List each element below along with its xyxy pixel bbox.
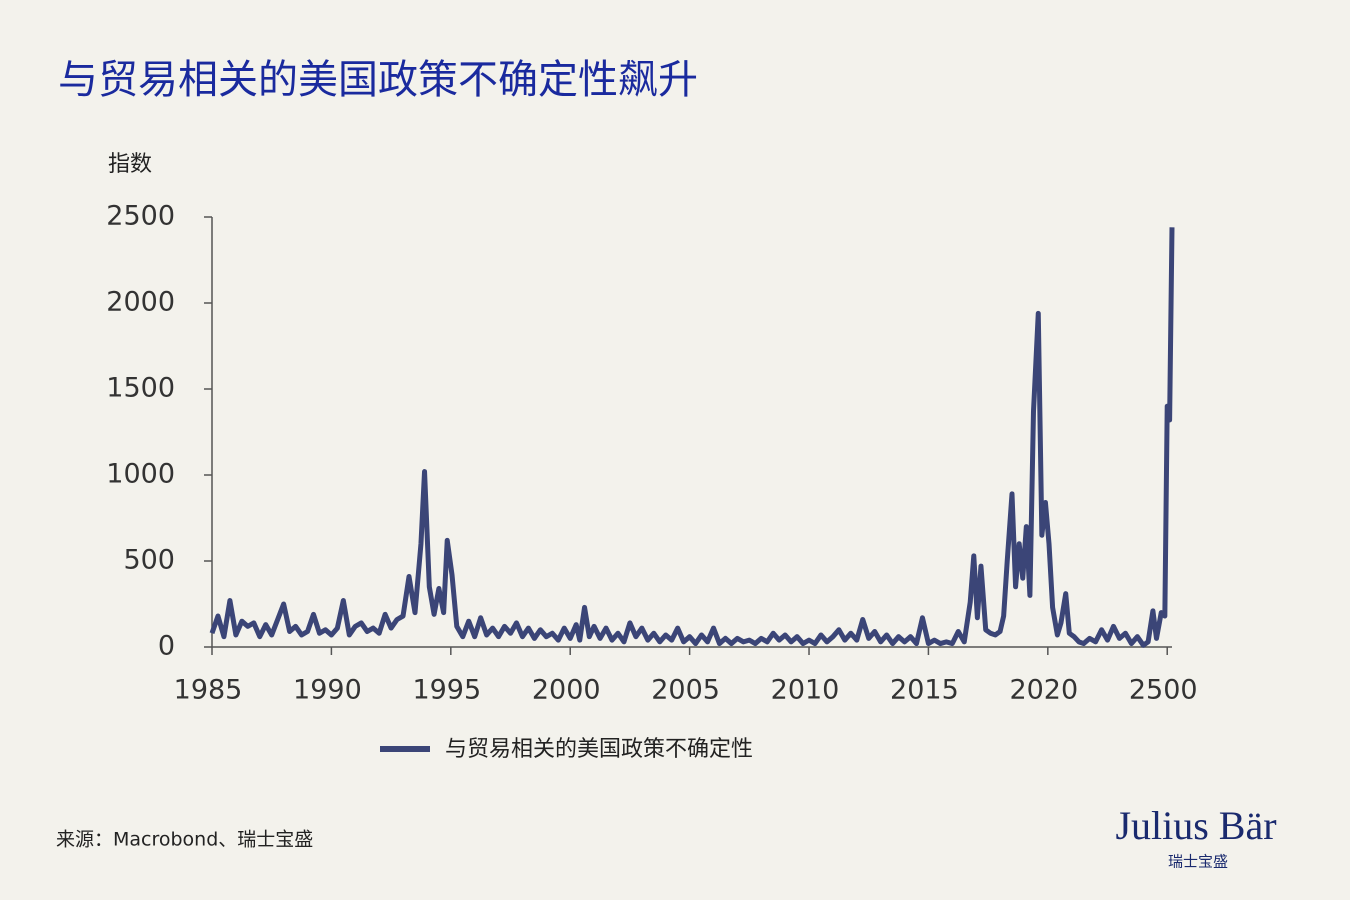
x-tick-label: 1990: [293, 675, 362, 706]
chart-title: 与贸易相关的美国政策不确定性飙升: [58, 57, 698, 103]
x-tick-label: 2000: [532, 675, 601, 706]
y-tick-label: 1500: [106, 373, 175, 404]
y-tick-label: 2000: [106, 287, 175, 318]
x-tick-label: 2005: [651, 675, 720, 706]
x-tick-label: 2015: [890, 675, 959, 706]
legend-label: 与贸易相关的美国政策不确定性: [445, 737, 753, 762]
x-tick-label: 2500: [1129, 675, 1198, 706]
y-tick-label: 1000: [106, 459, 175, 490]
logo-name: Julius Bär: [1115, 803, 1276, 848]
y-tick-label: 0: [158, 631, 175, 662]
x-tick-label: 1985: [174, 675, 243, 706]
source: 来源：Macrobond、瑞士宝盛: [56, 829, 313, 851]
x-tick-label: 2020: [1009, 675, 1078, 706]
y-axis-label: 指数: [108, 152, 152, 177]
y-tick-label: 2500: [106, 201, 175, 232]
y-tick-label: 500: [123, 545, 175, 576]
data-line: [209, 227, 1175, 648]
x-tick-label: 2010: [771, 675, 840, 706]
logo-subtitle: 瑞士宝盛: [1168, 853, 1228, 871]
x-tick-label: 1995: [412, 675, 481, 706]
